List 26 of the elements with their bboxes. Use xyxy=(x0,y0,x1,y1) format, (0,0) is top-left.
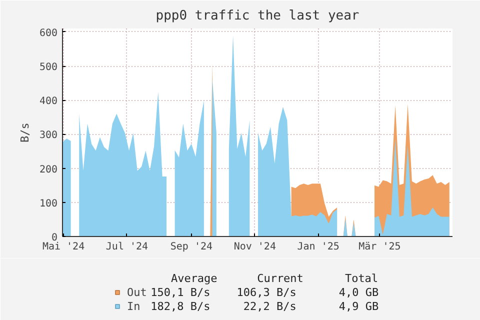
text: Total xyxy=(344,272,378,285)
y-tick-label: 400 xyxy=(39,96,58,108)
x-tick-label: Jan '25 xyxy=(297,242,340,252)
text: 22,2 B/s xyxy=(243,300,296,313)
text: 4,9 GB xyxy=(338,300,379,313)
legend-label: In xyxy=(127,299,142,313)
x-tick-label: Nov '24 xyxy=(234,242,276,252)
x-tick-label: Mär '25 xyxy=(358,242,401,252)
y-tick-label: 300 xyxy=(39,130,58,142)
text: Current xyxy=(257,272,304,285)
x-tick-label: Jul '24 xyxy=(106,242,148,252)
text: 106,3 B/s xyxy=(236,286,296,299)
text: 182,8 B/s xyxy=(150,300,210,313)
text: 150,1 B/s xyxy=(150,286,210,299)
y-axis-title: B/s xyxy=(18,122,32,142)
y-tick-label: 500 xyxy=(39,62,58,74)
y-tick-label: 600 xyxy=(39,28,58,39)
text: Average xyxy=(170,272,218,285)
y-tick-label: 0 xyxy=(51,232,58,244)
y-tick-label: 100 xyxy=(39,198,58,210)
text: 4,0 GB xyxy=(338,286,379,299)
x-tick-label: Mai '24 xyxy=(42,242,85,252)
legend-label: Out xyxy=(127,285,147,299)
x-tick-label: Sep '24 xyxy=(170,242,213,252)
chart-title: ppp0 traffic the last year xyxy=(156,8,360,24)
y-tick-label: 200 xyxy=(39,164,58,176)
